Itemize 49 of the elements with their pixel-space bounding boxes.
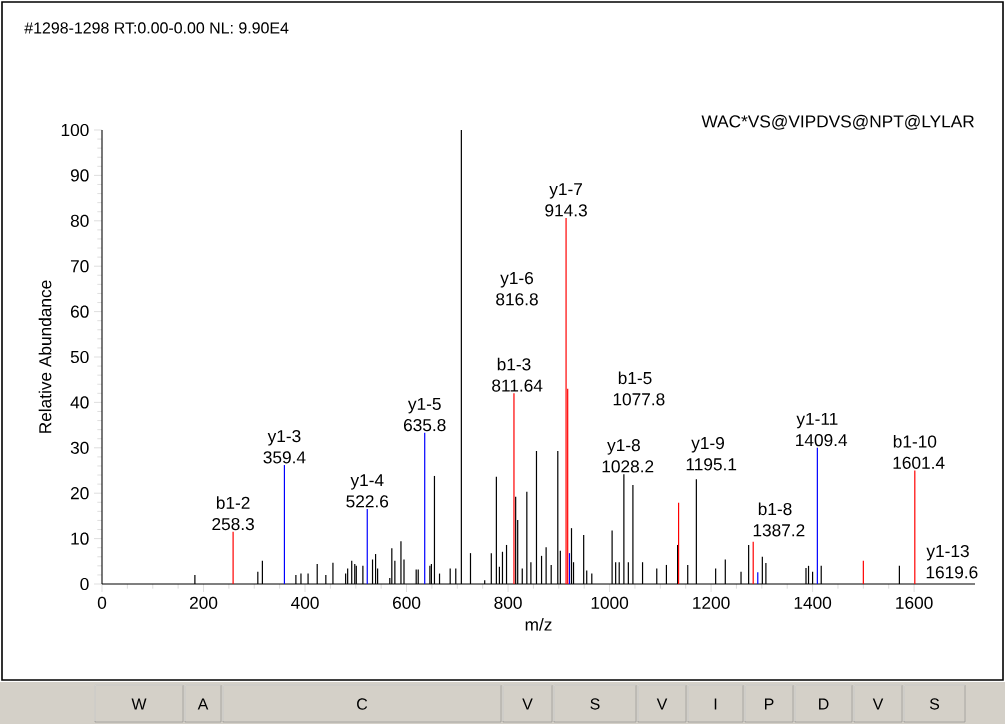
y-tick-label: 20 xyxy=(70,487,89,500)
text: C xyxy=(357,698,368,710)
annotation: y1-4 522.6 xyxy=(346,474,389,508)
x-axis-title: m/z xyxy=(525,618,552,631)
annotation: y1-6 816.8 xyxy=(496,271,538,306)
text: A xyxy=(197,698,209,710)
x-tick-label: 1400 xyxy=(794,596,832,609)
text: WAC*VS@VIPDVS@NPT@LYLAR xyxy=(701,114,974,130)
y-tick-label: 30 xyxy=(70,441,89,454)
annotation: b1-8 1387.2 xyxy=(753,502,805,537)
text: V xyxy=(872,698,884,710)
annotation: y1-13 1619.6 xyxy=(926,544,978,579)
y-tick-label: 40 xyxy=(70,396,89,409)
x-tick-label: 1600 xyxy=(896,596,933,609)
y-tick-label: 80 xyxy=(70,214,89,227)
y-axis-title: Relative Abundance xyxy=(38,280,52,433)
text: V xyxy=(656,698,668,710)
annotation: y1-9 1195.1 xyxy=(686,436,737,471)
y-tick-label: 10 xyxy=(71,532,89,545)
x-tick-label: 400 xyxy=(291,596,319,609)
y-tick-label: 70 xyxy=(70,260,89,273)
annotation: b1-10 1601.4 xyxy=(893,434,945,469)
x-tick-label: 600 xyxy=(393,596,421,609)
y-tick-label: 0 xyxy=(80,577,89,591)
annotation: b1-2 258.3 xyxy=(212,496,254,531)
annotation: y1-11 1409.4 xyxy=(796,412,848,447)
y-tick-label: 90 xyxy=(70,169,89,182)
annotation: b1-5 1077.8 xyxy=(613,371,665,406)
x-tick-label: 800 xyxy=(494,596,522,609)
x-tick-label: 0 xyxy=(97,596,107,609)
annotation: b1-3 811.64 xyxy=(492,357,543,392)
y-tick-label: 60 xyxy=(70,305,89,318)
text: I xyxy=(714,698,717,710)
annotation: y1-8 1028.2 xyxy=(602,439,654,473)
y-tick-label: 100 xyxy=(61,123,89,137)
annotation: y1-7 914.3 xyxy=(545,183,587,217)
text: W xyxy=(131,698,147,710)
text: V xyxy=(522,698,533,710)
annotation: y1-3 359.4 xyxy=(263,429,306,464)
x-tick-label: 1000 xyxy=(591,596,629,609)
text: S xyxy=(590,698,600,710)
text: P xyxy=(765,698,774,710)
x-tick-label: 1200 xyxy=(693,596,730,609)
annotation: y1-5 635.8 xyxy=(403,397,446,432)
text: D xyxy=(819,698,829,710)
text: S xyxy=(929,698,940,710)
chart-title: #1298-1298 RT:0.00-0.00 NL: 9.90E4 xyxy=(24,22,289,34)
x-tick-label: 200 xyxy=(189,596,218,609)
y-tick-label: 50 xyxy=(70,350,89,364)
